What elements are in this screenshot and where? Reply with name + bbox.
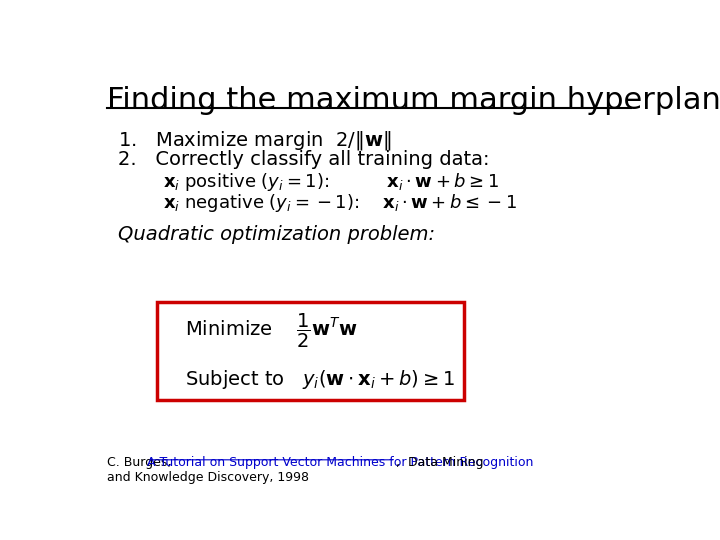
FancyBboxPatch shape: [157, 302, 464, 400]
Text: A Tutorial on Support Vector Machines for Pattern Recognition: A Tutorial on Support Vector Machines fo…: [148, 456, 534, 469]
Text: and Knowledge Discovery, 1998: and Knowledge Discovery, 1998: [107, 471, 309, 484]
Text: Quadratic optimization problem:: Quadratic optimization problem:: [118, 225, 435, 244]
Text: C. Burges,: C. Burges,: [107, 456, 179, 469]
Text: Subject to   $y_i(\mathbf{w} \cdot \mathbf{x}_i + b) \geq 1$: Subject to $y_i(\mathbf{w} \cdot \mathbf…: [185, 368, 455, 392]
Text: 2.   Correctly classify all training data:: 2. Correctly classify all training data:: [118, 150, 490, 169]
Text: Minimize    $\dfrac{1}{2}\mathbf{w}^T\mathbf{w}$: Minimize $\dfrac{1}{2}\mathbf{w}^T\mathb…: [185, 312, 358, 350]
Text: ,  Data Mining: , Data Mining: [396, 456, 483, 469]
Text: $\mathbf{x}_i$ negative $(y_i = -1)$:    $\mathbf{x}_i \cdot \mathbf{w} + b \leq: $\mathbf{x}_i$ negative $(y_i = -1)$: $\…: [163, 192, 516, 214]
Text: Finding the maximum margin hyperplane: Finding the maximum margin hyperplane: [107, 85, 720, 114]
Text: $\mathbf{x}_i$ positive $(y_i = 1)$:          $\mathbf{x}_i \cdot \mathbf{w} + b: $\mathbf{x}_i$ positive $(y_i = 1)$: $\m…: [163, 171, 498, 193]
Text: 1.   Maximize margin  $2/\|\mathbf{w}\|$: 1. Maximize margin $2/\|\mathbf{w}\|$: [118, 129, 391, 152]
